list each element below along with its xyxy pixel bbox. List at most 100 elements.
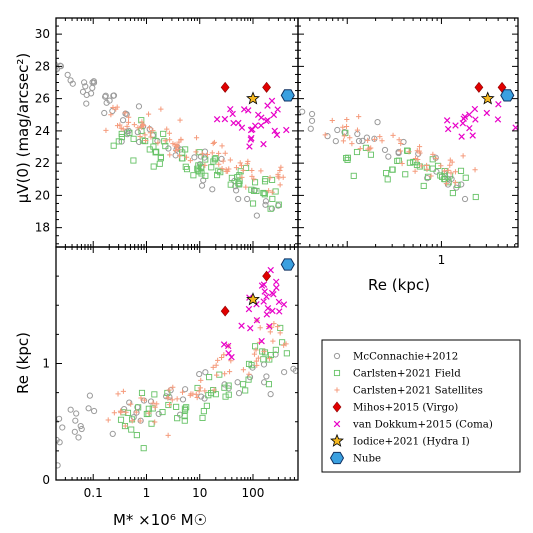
- x-point: [494, 116, 502, 123]
- plus-point: [213, 362, 219, 368]
- plus-point: [128, 401, 134, 407]
- square-point: [202, 156, 209, 163]
- x-point: [264, 304, 272, 312]
- hexagon-point: [280, 258, 295, 271]
- plus-point: [344, 116, 350, 123]
- plus-point: [140, 121, 146, 128]
- plus-point: [445, 167, 451, 174]
- plus-point: [249, 167, 255, 174]
- star-point: [246, 292, 260, 306]
- circle-point: [85, 405, 92, 412]
- plus-point: [162, 138, 168, 144]
- circle-point: [355, 137, 363, 145]
- x-point: [238, 322, 245, 329]
- plus-point: [428, 173, 434, 179]
- circle-point: [56, 462, 61, 469]
- plus-point: [406, 149, 412, 155]
- plus-point: [135, 125, 141, 131]
- square-point: [267, 351, 275, 359]
- x-point: [270, 291, 277, 298]
- square-point: [206, 374, 213, 381]
- plus-point: [113, 106, 119, 112]
- plus-point: [137, 133, 143, 140]
- plus-point: [371, 136, 378, 142]
- plus-point: [210, 140, 216, 147]
- circle-point: [363, 134, 370, 141]
- x-point: [221, 115, 229, 123]
- x-point: [258, 282, 266, 289]
- plus-point: [253, 347, 259, 353]
- square-point: [261, 189, 268, 197]
- circle-point: [57, 62, 64, 69]
- x-point: [245, 305, 253, 313]
- circle-point: [56, 415, 63, 422]
- circle-point: [126, 399, 133, 406]
- plus-point: [277, 167, 283, 174]
- circle-point: [272, 351, 279, 358]
- square-point: [342, 155, 350, 162]
- plus-point: [211, 139, 218, 146]
- plus-point: [281, 342, 287, 348]
- square-point: [212, 155, 219, 162]
- square-point: [115, 138, 122, 145]
- square-point: [208, 164, 215, 171]
- plus-point: [379, 138, 385, 144]
- circle-point: [262, 198, 270, 205]
- plus-point: [219, 143, 225, 149]
- square-point: [242, 387, 249, 394]
- square-point: [130, 157, 137, 164]
- circle-point: [75, 434, 82, 441]
- plus-point: [322, 132, 328, 138]
- x-tick-label: 10: [192, 486, 207, 500]
- plus-point: [356, 113, 362, 120]
- plus-point: [220, 158, 226, 164]
- x-tick-label: 0.1: [84, 486, 103, 500]
- plus-point: [166, 130, 173, 136]
- square-point: [128, 426, 135, 433]
- hexagon-point: [500, 89, 515, 102]
- plus-point: [448, 170, 454, 176]
- x-point: [229, 110, 236, 118]
- plus-point: [148, 134, 154, 140]
- x-axis-label-top-right: Re (kpc): [368, 276, 430, 294]
- square-point: [389, 166, 396, 173]
- x-point: [230, 119, 237, 127]
- square-point: [215, 167, 222, 174]
- x-tick-label: 1: [438, 253, 446, 267]
- plus-point: [216, 150, 222, 157]
- x-point: [247, 325, 254, 332]
- circle-point: [332, 138, 339, 145]
- plus-point: [164, 126, 170, 132]
- square-point: [420, 182, 427, 189]
- circle-point: [121, 405, 128, 413]
- x-point: [274, 106, 281, 113]
- plus-point: [170, 384, 176, 390]
- plus-point: [249, 173, 255, 179]
- x-point: [483, 109, 491, 117]
- x-point: [235, 119, 242, 127]
- square-point: [217, 169, 224, 176]
- square-point: [236, 181, 243, 188]
- square-point: [118, 134, 125, 141]
- legend-label: Carlsten+2021 Satellites: [353, 386, 483, 397]
- circle-point: [77, 422, 84, 430]
- plus-point: [146, 410, 152, 416]
- x-point: [461, 113, 469, 120]
- x-point: [466, 111, 473, 118]
- square-point: [402, 171, 409, 178]
- square-point: [248, 186, 255, 193]
- plus-point: [221, 352, 227, 358]
- legend-label: Mihos+2015 (Virgo): [353, 402, 458, 414]
- plus-point: [430, 151, 436, 157]
- circle-point: [89, 84, 96, 92]
- plus-point: [412, 168, 418, 174]
- plus-point: [118, 125, 124, 131]
- x-tick-label: 100: [242, 486, 265, 500]
- plus-point: [398, 140, 404, 147]
- plus-point: [258, 168, 264, 174]
- plus-point: [270, 338, 276, 344]
- x-axis-label-bottom-left: M* ×10⁶ M☉: [113, 511, 207, 529]
- circle-point: [244, 195, 251, 203]
- square-point: [262, 176, 269, 183]
- square-point: [272, 346, 279, 353]
